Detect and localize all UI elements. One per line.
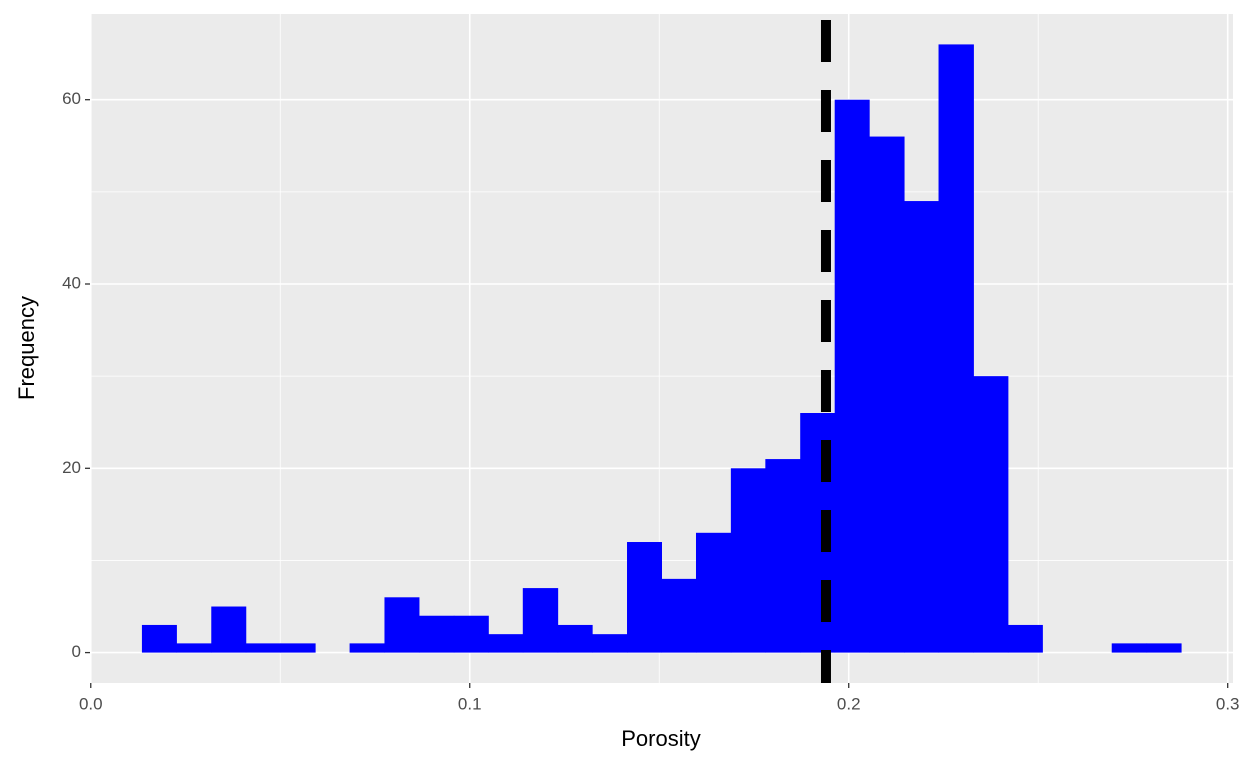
bar (869, 136, 905, 653)
x-tick-label: 0.3 (1216, 694, 1240, 713)
bar (834, 99, 870, 653)
bar (418, 615, 455, 653)
bar (1146, 643, 1182, 653)
bar (557, 624, 593, 653)
bar (1007, 624, 1043, 653)
bar (176, 643, 212, 653)
bar (245, 643, 282, 653)
bar (973, 376, 1009, 653)
x-axis-title: Porosity (621, 726, 700, 751)
bar (695, 532, 732, 653)
bar (765, 459, 801, 653)
bar (141, 624, 177, 653)
bar (592, 634, 628, 653)
bar (522, 588, 559, 653)
bar (661, 578, 697, 653)
bar (349, 643, 385, 653)
y-tick-label: 20 (62, 458, 81, 477)
x-tick-label: 0.0 (79, 694, 103, 713)
bar (1111, 643, 1148, 653)
bar (280, 643, 316, 653)
bar (938, 44, 974, 653)
bar (627, 542, 662, 653)
y-tick-label: 0 (72, 642, 81, 661)
y-tick-label: 60 (62, 89, 81, 108)
bar (904, 201, 940, 653)
bar (730, 468, 766, 653)
x-tick-label: 0.1 (458, 694, 482, 713)
y-tick-label: 40 (62, 273, 81, 292)
y-axis-title: Frequency (14, 296, 39, 400)
bar (384, 597, 420, 653)
bar (211, 606, 247, 653)
bar (453, 615, 489, 653)
x-tick-label: 0.2 (837, 694, 861, 713)
bar (488, 634, 524, 653)
